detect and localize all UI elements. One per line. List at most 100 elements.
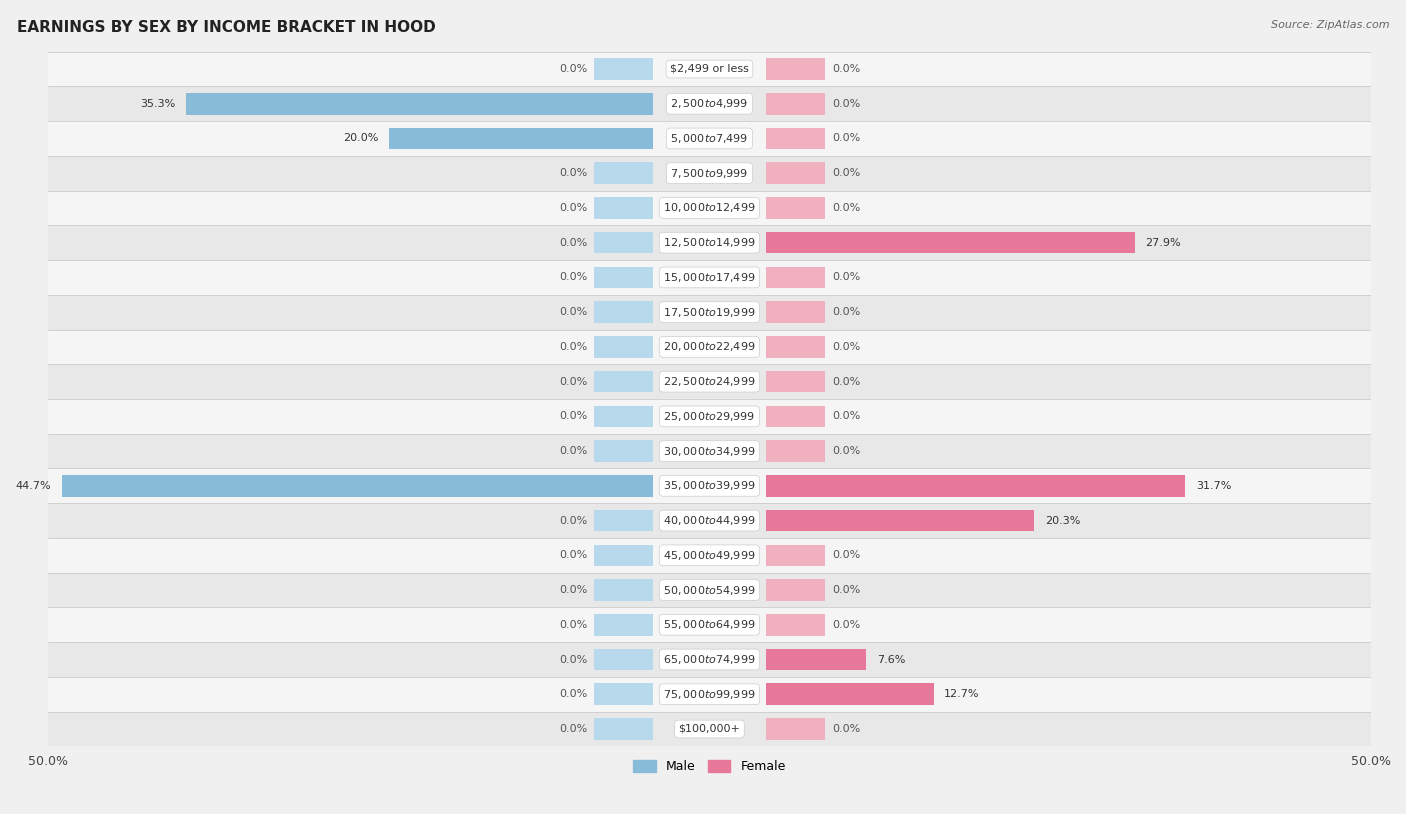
Bar xyxy=(48,607,1371,642)
Text: 0.0%: 0.0% xyxy=(832,585,860,595)
Bar xyxy=(48,364,1371,399)
Bar xyxy=(62,475,654,497)
Bar xyxy=(48,190,1371,225)
Bar xyxy=(593,301,654,323)
Bar xyxy=(48,677,1371,711)
Text: 0.0%: 0.0% xyxy=(558,273,588,282)
Text: 0.0%: 0.0% xyxy=(832,203,860,213)
Text: 0.0%: 0.0% xyxy=(558,619,588,630)
Text: $17,500 to $19,999: $17,500 to $19,999 xyxy=(664,305,755,318)
Bar xyxy=(766,93,825,115)
Text: 0.0%: 0.0% xyxy=(832,133,860,143)
Text: $45,000 to $49,999: $45,000 to $49,999 xyxy=(664,549,755,562)
Text: 0.0%: 0.0% xyxy=(558,342,588,352)
Text: $2,500 to $4,999: $2,500 to $4,999 xyxy=(671,97,748,110)
Text: $20,000 to $22,499: $20,000 to $22,499 xyxy=(664,340,755,353)
Text: 0.0%: 0.0% xyxy=(558,515,588,526)
Text: 35.3%: 35.3% xyxy=(141,98,176,109)
Bar xyxy=(593,718,654,740)
Bar xyxy=(766,301,825,323)
Bar xyxy=(48,503,1371,538)
Text: 20.3%: 20.3% xyxy=(1045,515,1080,526)
Text: 0.0%: 0.0% xyxy=(832,168,860,178)
Bar xyxy=(593,59,654,80)
Text: 0.0%: 0.0% xyxy=(832,64,860,74)
Text: 0.0%: 0.0% xyxy=(832,724,860,734)
Bar xyxy=(766,580,825,601)
Text: EARNINGS BY SEX BY INCOME BRACKET IN HOOD: EARNINGS BY SEX BY INCOME BRACKET IN HOO… xyxy=(17,20,436,35)
Text: 0.0%: 0.0% xyxy=(558,724,588,734)
Bar xyxy=(766,163,825,184)
Bar xyxy=(593,580,654,601)
Bar xyxy=(48,260,1371,295)
Text: 20.0%: 20.0% xyxy=(343,133,378,143)
Text: $55,000 to $64,999: $55,000 to $64,999 xyxy=(664,619,755,632)
Text: $30,000 to $34,999: $30,000 to $34,999 xyxy=(664,444,755,457)
Bar xyxy=(766,545,825,566)
Bar xyxy=(593,684,654,705)
Text: $12,500 to $14,999: $12,500 to $14,999 xyxy=(664,236,755,249)
Text: $22,500 to $24,999: $22,500 to $24,999 xyxy=(664,375,755,388)
Bar xyxy=(593,614,654,636)
Bar xyxy=(186,93,654,115)
Bar xyxy=(48,51,1371,86)
Bar xyxy=(48,295,1371,330)
Bar xyxy=(593,267,654,288)
Text: $25,000 to $29,999: $25,000 to $29,999 xyxy=(664,410,755,422)
Text: $5,000 to $7,499: $5,000 to $7,499 xyxy=(671,132,748,145)
Text: 0.0%: 0.0% xyxy=(832,98,860,109)
Bar xyxy=(766,336,825,357)
Bar xyxy=(593,197,654,219)
Text: 0.0%: 0.0% xyxy=(832,307,860,317)
Bar xyxy=(766,267,825,288)
Bar xyxy=(48,538,1371,573)
Text: 0.0%: 0.0% xyxy=(558,64,588,74)
Text: 0.0%: 0.0% xyxy=(558,654,588,664)
Text: 0.0%: 0.0% xyxy=(558,307,588,317)
Bar xyxy=(48,434,1371,469)
Bar xyxy=(766,649,866,670)
Text: 0.0%: 0.0% xyxy=(832,446,860,456)
Bar xyxy=(48,642,1371,677)
Bar xyxy=(766,614,825,636)
Text: 0.0%: 0.0% xyxy=(832,377,860,387)
Text: 7.6%: 7.6% xyxy=(877,654,905,664)
Text: 31.7%: 31.7% xyxy=(1195,481,1232,491)
Bar xyxy=(593,405,654,427)
Bar xyxy=(388,128,654,149)
Bar xyxy=(593,545,654,566)
Bar xyxy=(766,232,1135,253)
Bar xyxy=(48,399,1371,434)
Text: 0.0%: 0.0% xyxy=(832,619,860,630)
Text: $65,000 to $74,999: $65,000 to $74,999 xyxy=(664,653,755,666)
Text: 0.0%: 0.0% xyxy=(558,238,588,247)
Text: 0.0%: 0.0% xyxy=(558,203,588,213)
Bar xyxy=(593,163,654,184)
Bar xyxy=(766,510,1035,532)
Text: $75,000 to $99,999: $75,000 to $99,999 xyxy=(664,688,755,701)
Bar xyxy=(48,469,1371,503)
Text: 0.0%: 0.0% xyxy=(832,273,860,282)
Bar xyxy=(766,197,825,219)
Bar xyxy=(48,121,1371,155)
Bar xyxy=(593,336,654,357)
Bar xyxy=(766,440,825,462)
Text: 0.0%: 0.0% xyxy=(558,689,588,699)
Bar xyxy=(593,440,654,462)
Bar xyxy=(766,475,1185,497)
Bar xyxy=(593,649,654,670)
Bar xyxy=(593,510,654,532)
Text: $7,500 to $9,999: $7,500 to $9,999 xyxy=(671,167,748,180)
Bar xyxy=(48,711,1371,746)
Text: $40,000 to $44,999: $40,000 to $44,999 xyxy=(664,514,755,527)
Text: 0.0%: 0.0% xyxy=(832,342,860,352)
Bar xyxy=(766,59,825,80)
Bar xyxy=(766,718,825,740)
Bar xyxy=(766,371,825,392)
Text: $50,000 to $54,999: $50,000 to $54,999 xyxy=(664,584,755,597)
Bar xyxy=(48,86,1371,121)
Text: $100,000+: $100,000+ xyxy=(679,724,741,734)
Text: 0.0%: 0.0% xyxy=(558,377,588,387)
Text: 0.0%: 0.0% xyxy=(832,550,860,560)
Text: $10,000 to $12,499: $10,000 to $12,499 xyxy=(664,201,755,214)
